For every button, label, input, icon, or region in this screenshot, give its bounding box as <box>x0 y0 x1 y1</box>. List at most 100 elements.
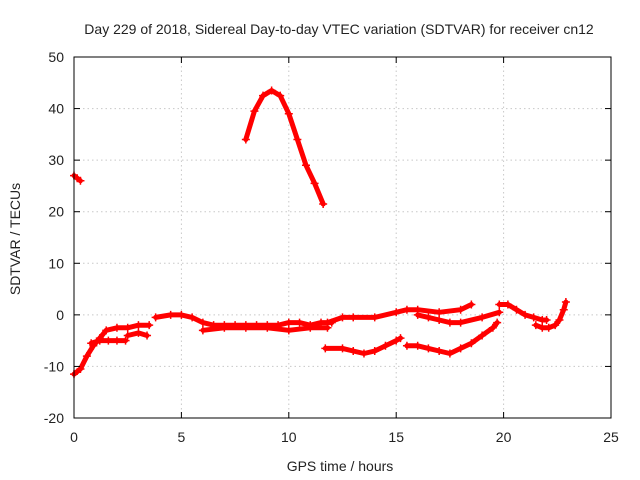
data-point <box>338 313 347 322</box>
data-point <box>370 313 379 322</box>
data-point <box>424 344 433 353</box>
y-tick-label: 50 <box>48 49 64 65</box>
chart-title: Day 229 of 2018, Sidereal Day-to-day VTE… <box>84 21 594 37</box>
data-point <box>413 341 422 350</box>
y-tick-label: -20 <box>44 410 64 426</box>
data-point <box>456 305 465 314</box>
data-point <box>220 323 229 332</box>
series-arc-7 <box>198 323 332 335</box>
series-line <box>243 88 326 207</box>
data-point <box>284 326 293 335</box>
data-point <box>495 308 504 317</box>
data-point <box>495 300 504 309</box>
data-point <box>321 344 330 353</box>
series-arc-9 <box>413 308 504 327</box>
data-point <box>467 300 476 309</box>
data-point <box>301 161 310 170</box>
data-point <box>143 331 152 340</box>
data-point <box>82 352 91 361</box>
data-point <box>104 336 113 345</box>
data-point <box>456 344 465 353</box>
data-point <box>259 91 268 100</box>
data-point <box>413 310 422 319</box>
data-point <box>123 323 132 332</box>
data-point <box>95 336 104 345</box>
series-arc-11 <box>402 318 502 358</box>
data-point <box>381 341 390 350</box>
data-point <box>267 86 276 95</box>
y-axis-title: SDTVAR / TECUs <box>7 183 23 295</box>
data-point <box>284 109 293 118</box>
data-point <box>493 318 502 327</box>
data-point <box>467 339 476 348</box>
data-point <box>559 305 568 314</box>
data-point <box>392 336 401 345</box>
y-tick-label: 30 <box>48 152 64 168</box>
data-point <box>555 316 564 325</box>
data-point <box>295 318 304 327</box>
data-point <box>561 297 570 306</box>
y-tick-label: 10 <box>48 255 64 271</box>
data-point <box>445 349 454 358</box>
data-point <box>76 365 85 374</box>
data-point <box>529 313 538 322</box>
axis-ticks: 0 5 10 15 20 25 -20 -10 0 10 20 30 40 50 <box>44 49 619 445</box>
data-point <box>134 321 143 330</box>
data-point <box>241 323 250 332</box>
data-point <box>456 318 465 327</box>
data-point <box>145 321 154 330</box>
data-point <box>198 318 207 327</box>
series-arc-1 <box>70 171 85 185</box>
x-axis-title: GPS time / hours <box>287 458 394 474</box>
data-point <box>319 199 328 208</box>
data-point <box>349 313 358 322</box>
y-tick-label: 0 <box>56 307 64 323</box>
series-arc-3 <box>70 321 154 379</box>
data-point <box>134 328 143 337</box>
series-layer <box>70 86 570 379</box>
data-point <box>402 305 411 314</box>
data-point <box>323 318 332 327</box>
x-tick-label: 5 <box>178 429 186 445</box>
data-point <box>284 318 293 327</box>
data-point <box>293 135 302 144</box>
data-point <box>151 313 160 322</box>
data-point <box>392 308 401 317</box>
data-point <box>250 107 259 116</box>
series-arc-8 <box>323 300 476 327</box>
series-arc-2 <box>241 86 328 208</box>
data-point <box>198 326 207 335</box>
series-line <box>533 299 569 331</box>
data-point <box>263 323 272 332</box>
x-tick-label: 15 <box>388 429 404 445</box>
data-point <box>177 310 186 319</box>
data-point <box>76 176 85 185</box>
data-point <box>488 323 497 332</box>
y-tick-label: 40 <box>48 101 64 117</box>
data-point <box>402 341 411 350</box>
data-point <box>241 135 250 144</box>
series-arc-5 <box>123 328 152 340</box>
series-line <box>71 322 152 377</box>
series-arc-12 <box>495 300 551 325</box>
data-point <box>521 310 530 319</box>
series-line <box>404 320 500 356</box>
data-point <box>396 334 405 343</box>
data-point <box>121 336 130 345</box>
x-tick-label: 10 <box>281 429 297 445</box>
series-arc-4 <box>87 336 130 348</box>
data-point <box>102 326 111 335</box>
series-arc-13 <box>531 297 570 332</box>
data-point <box>188 313 197 322</box>
data-point <box>531 321 540 330</box>
grid <box>74 57 611 418</box>
data-point <box>123 331 132 340</box>
data-point <box>478 313 487 322</box>
data-point <box>424 313 433 322</box>
data-point <box>349 346 358 355</box>
data-point <box>542 316 551 325</box>
plot-frame <box>73 56 612 419</box>
data-point <box>306 323 315 332</box>
